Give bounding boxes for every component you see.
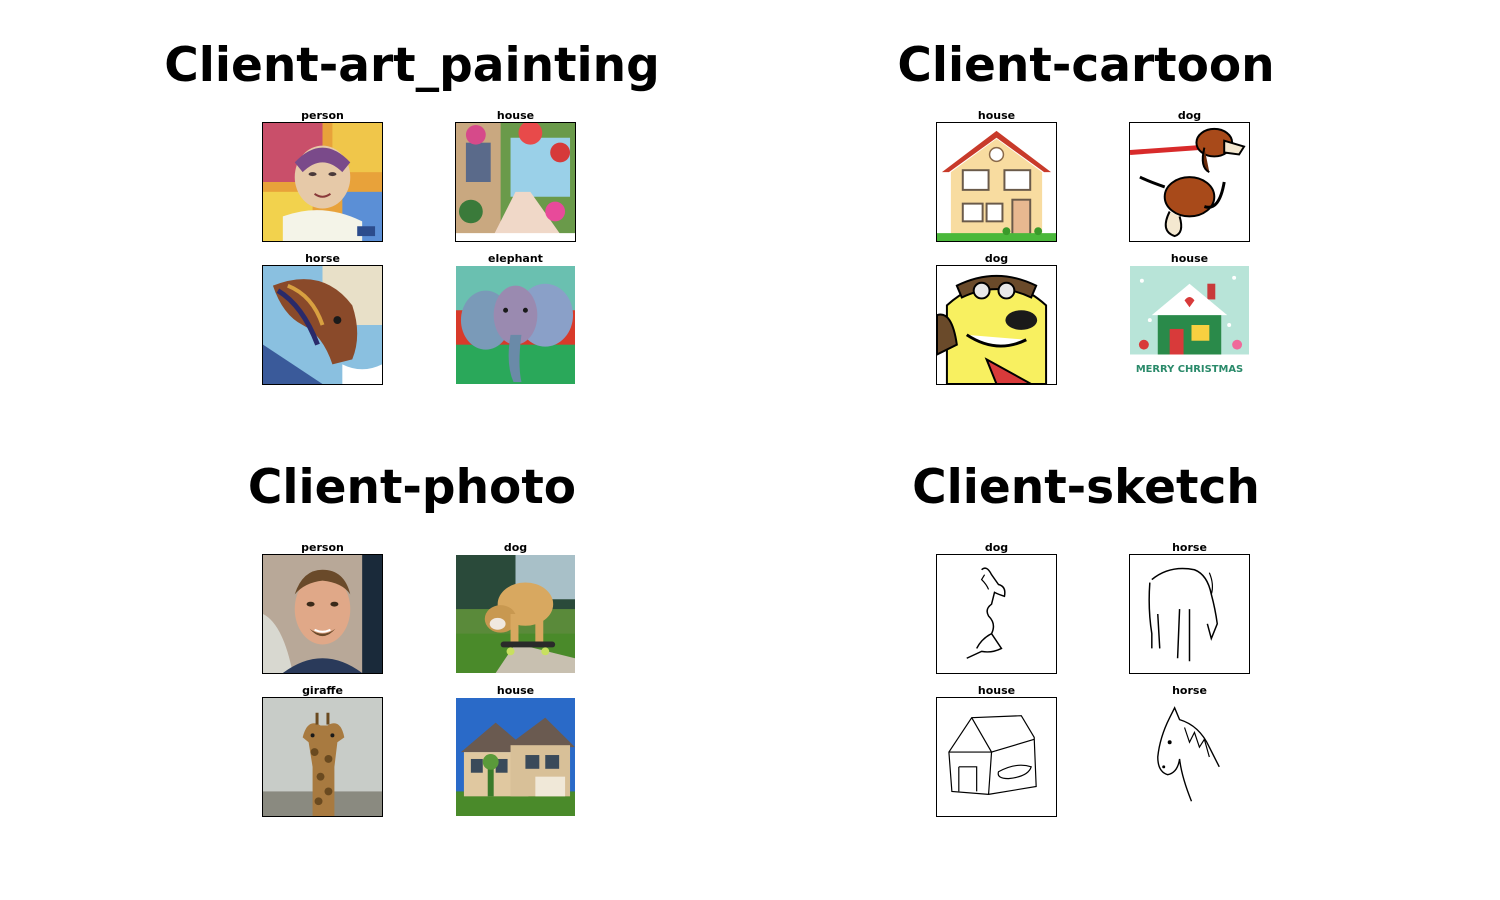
cartoon-christmas-house-icon: MERRY CHRISTMAS xyxy=(1129,265,1250,385)
cartoon-pilot-dog-icon xyxy=(936,265,1057,385)
sketch-dog-icon xyxy=(936,554,1057,674)
panel-title: Client-art_painting xyxy=(164,38,660,93)
image-label: horse xyxy=(1172,541,1207,554)
painted-elephant-icon xyxy=(455,265,576,385)
image-label: dog xyxy=(984,541,1009,554)
painted-horse-icon xyxy=(262,265,383,385)
image-label: person xyxy=(301,109,344,122)
painted-portrait-icon xyxy=(262,122,383,242)
image-label: dog xyxy=(1177,109,1202,122)
sketch-horse-head-icon xyxy=(1129,697,1250,817)
sketch-horse-icon xyxy=(1129,554,1250,674)
cartoon-beagle-icon xyxy=(1129,122,1250,242)
image-label: house xyxy=(1170,252,1209,265)
panel-photo: Client-photo person dog xyxy=(162,430,662,900)
panel-cartoon: Client-cartoon house dog xyxy=(836,0,1336,430)
image-label: house xyxy=(496,684,535,697)
photo-giraffe-icon xyxy=(262,697,383,817)
image-label: horse xyxy=(1172,684,1207,697)
sketch-house-icon xyxy=(936,697,1057,817)
panel-title: Client-cartoon xyxy=(897,38,1275,93)
image-label: house xyxy=(977,109,1016,122)
panel-sketch: Client-sketch dog horse house xyxy=(836,430,1336,900)
image-label: horse xyxy=(305,252,340,265)
image-label: dog xyxy=(503,541,528,554)
panel-art-painting: Client-art_painting person house xyxy=(162,0,662,430)
image-label: dog xyxy=(984,252,1009,265)
painted-garden-house-icon xyxy=(455,122,576,242)
image-label: elephant xyxy=(488,252,543,265)
panel-title: Client-photo xyxy=(247,460,577,515)
photo-suburban-house-icon xyxy=(455,697,576,817)
image-label: house xyxy=(496,109,535,122)
image-label: giraffe xyxy=(302,684,343,697)
cartoon-house-icon xyxy=(936,122,1057,242)
panel-title: Client-sketch xyxy=(912,460,1260,515)
christmas-caption: MERRY CHRISTMAS xyxy=(1136,364,1243,375)
photo-bulldog-skateboard-icon xyxy=(455,554,576,674)
photo-man-portrait-icon xyxy=(262,554,383,674)
image-label: person xyxy=(301,541,344,554)
image-label: house xyxy=(977,684,1016,697)
